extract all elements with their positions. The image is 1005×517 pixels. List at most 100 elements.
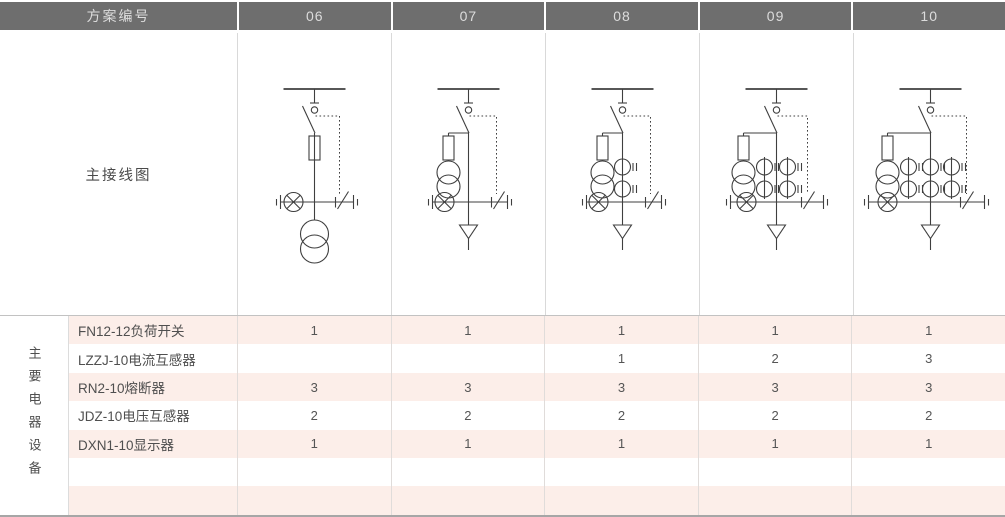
contact-wall-right — [352, 195, 359, 209]
wiring-diagram-cell-06 — [237, 33, 391, 315]
equipment-section-label: 主要电器设备 — [26, 346, 42, 485]
equipment-value: 3 — [237, 372, 391, 402]
equipment-value: 1 — [390, 429, 545, 459]
equipment-name: LZZJ-10电流互感器 — [68, 344, 237, 373]
indicator-lamp — [434, 191, 455, 213]
fuse-pt-branch — [881, 132, 931, 162]
equipment-value: 2 — [237, 401, 391, 430]
contact-wall-left — [581, 195, 588, 209]
indicator-lamp — [588, 191, 609, 213]
load-break-switch — [302, 89, 319, 134]
earthing-switch — [490, 191, 505, 210]
contact-wall-left — [863, 195, 870, 209]
diagram-row: 主接线图 — [0, 33, 1005, 315]
equipment-name — [68, 458, 237, 487]
equipment-value — [237, 458, 391, 487]
header-scheme-number-label: 方案编号 — [0, 2, 237, 30]
equipment-value — [697, 486, 852, 515]
load-break-switch — [764, 89, 781, 134]
contact-wall-right — [506, 195, 513, 209]
voltage-transformer — [436, 160, 461, 199]
wiring-diagram-cell-08 — [545, 33, 699, 315]
equipment-value: 2 — [544, 401, 698, 430]
equipment-name: DXN1-10显示器 — [68, 429, 237, 459]
voltage-transformer — [731, 160, 756, 199]
outgoing-arrow — [458, 202, 479, 250]
earthing-switch — [800, 191, 815, 210]
equipment-value — [390, 344, 545, 373]
voltage-transformer-bottom — [299, 202, 330, 264]
current-transformer — [755, 157, 780, 199]
indicator-lamp — [283, 191, 304, 213]
wiring-diagram-cell-10 — [853, 33, 1005, 315]
equipment-value: 1 — [697, 429, 852, 459]
header-scheme-09: 09 — [697, 2, 852, 30]
contact-wall-left — [725, 195, 732, 209]
equipment-value: 1 — [544, 316, 698, 345]
equipment-value: 1 — [851, 316, 1005, 345]
equipment-name — [68, 486, 237, 515]
earthing-switch — [644, 191, 659, 210]
voltage-transformer — [590, 160, 615, 199]
outgoing-arrow — [612, 202, 633, 250]
wiring-diagram-cell-07 — [391, 33, 545, 315]
equipment-value: 1 — [851, 429, 1005, 459]
equipment-section-side-cell: 主要电器设备 — [0, 316, 68, 515]
header-scheme-10: 10 — [851, 2, 1005, 30]
voltage-transformer — [875, 160, 900, 199]
interlock-dotted-link — [315, 115, 340, 194]
earthing-switch — [959, 191, 974, 210]
equipment-value — [697, 458, 852, 487]
equipment-value — [544, 486, 698, 515]
diagram-row-label: 主接线图 — [85, 167, 152, 184]
header-scheme-07: 07 — [390, 2, 545, 30]
wiring-diagram-cell-09 — [699, 33, 853, 315]
equipment-value: 1 — [390, 316, 545, 345]
interlock-dotted-link — [931, 115, 967, 194]
contact-wall-right — [983, 195, 990, 209]
equipment-value: 3 — [544, 372, 698, 402]
equipment-value — [390, 486, 545, 515]
equipment-value: 3 — [697, 372, 852, 402]
fuse-pt-branch — [596, 132, 623, 162]
single-line-diagram-08 — [581, 88, 667, 250]
equipment-value — [237, 486, 391, 515]
indicator-lamp — [736, 191, 757, 213]
equipment-value — [237, 344, 391, 373]
table-header-row: 方案编号 06 07 08 09 10 — [0, 2, 1005, 30]
interlock-dotted-link — [469, 115, 497, 194]
current-transformer — [778, 157, 803, 199]
outgoing-arrow — [920, 202, 941, 250]
equipment-value: 1 — [237, 316, 391, 345]
single-line-diagram-06 — [275, 88, 359, 264]
fuse — [308, 135, 321, 161]
interlock-dotted-link — [623, 115, 651, 194]
load-break-switch — [918, 89, 935, 134]
equipment-value: 1 — [544, 344, 698, 373]
contact-wall-right — [660, 195, 667, 209]
equipment-value: 2 — [851, 401, 1005, 430]
current-transformer — [613, 158, 638, 198]
fuse-pt-branch — [442, 132, 469, 162]
equipment-value: 2 — [390, 401, 545, 430]
single-line-diagram-07 — [427, 88, 513, 250]
equipment-value — [544, 458, 698, 487]
current-transformer — [942, 157, 967, 199]
equipment-value: 2 — [697, 401, 852, 430]
equipment-name: RN2-10熔断器 — [68, 372, 237, 402]
outgoing-arrow — [766, 202, 787, 250]
equipment-value: 3 — [390, 372, 545, 402]
header-scheme-08: 08 — [544, 2, 698, 30]
equipment-value: 1 — [697, 316, 852, 345]
fuse-pt-branch — [737, 132, 777, 162]
single-line-diagram-10 — [863, 88, 990, 250]
indicator-lamp — [877, 191, 898, 213]
equipment-value — [851, 486, 1005, 515]
equipment-value: 3 — [851, 372, 1005, 402]
contact-wall-right — [822, 195, 829, 209]
earthing-switch — [334, 191, 349, 210]
current-transformer — [899, 157, 924, 199]
equipment-name: JDZ-10电压互感器 — [68, 401, 237, 430]
equipment-value — [851, 458, 1005, 487]
